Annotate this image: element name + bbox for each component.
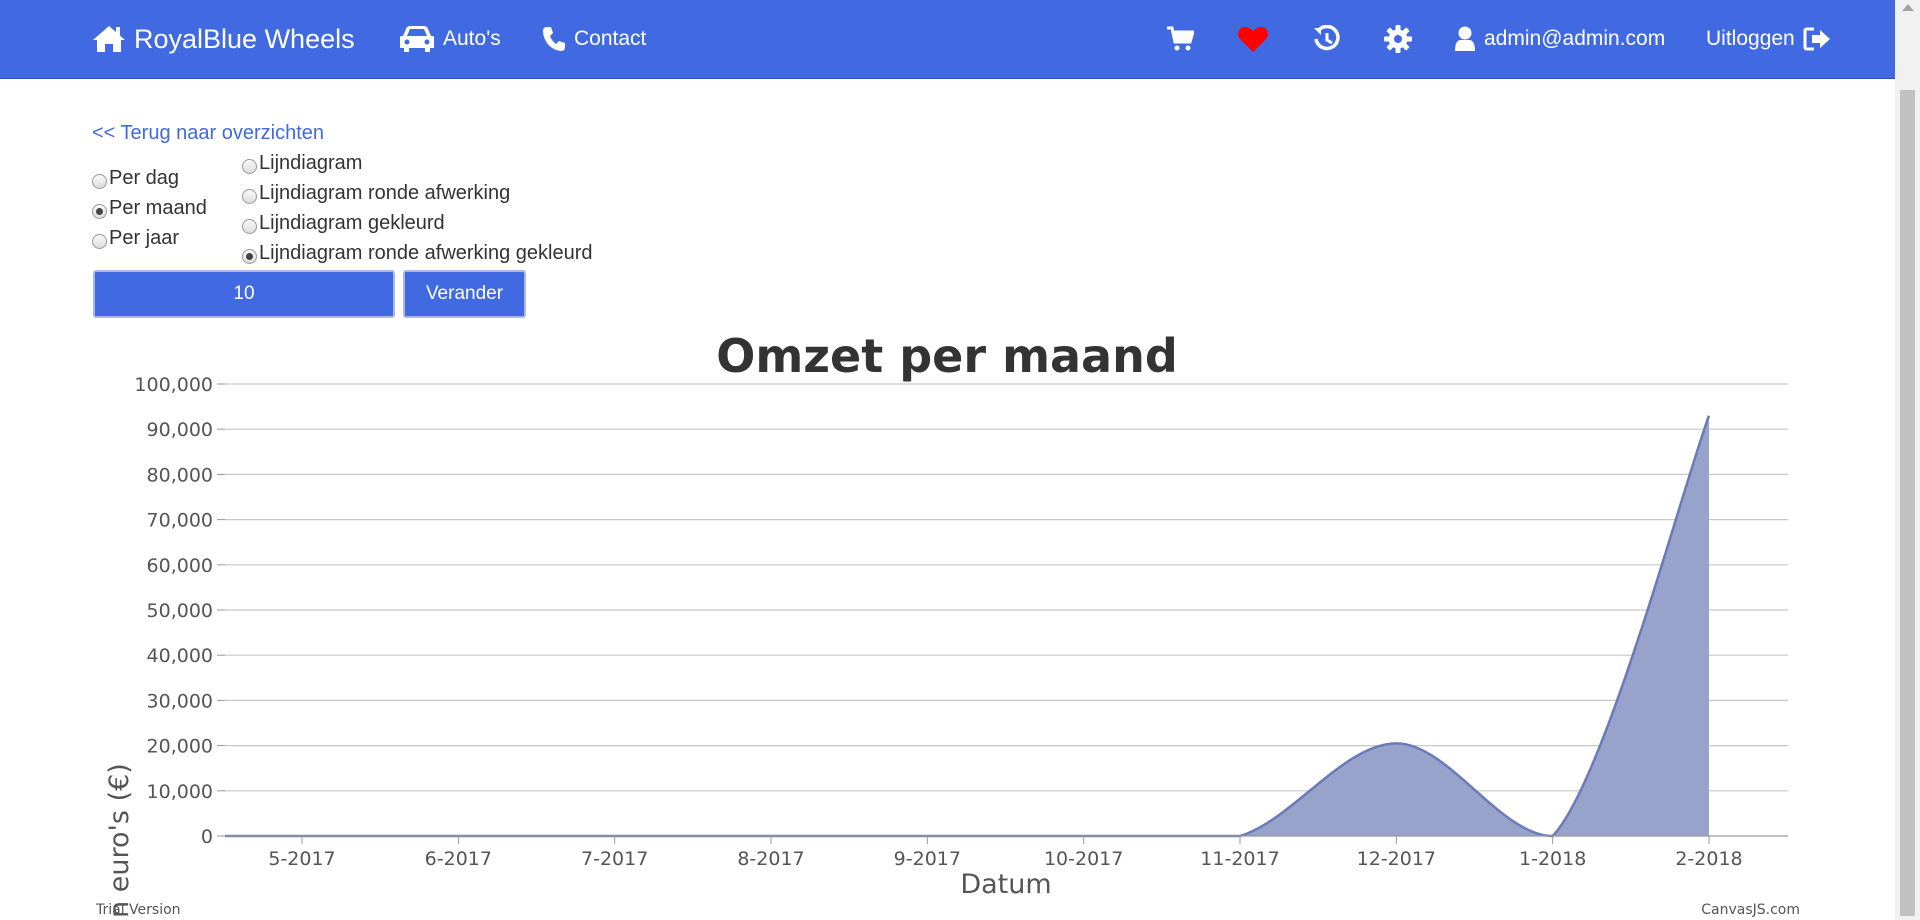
chart-series bbox=[224, 415, 1711, 838]
radio-line-chart-colored-control[interactable] bbox=[242, 219, 257, 234]
radio-per-month-label: Per maand bbox=[109, 197, 207, 219]
x-tick-label: 1-2018 bbox=[1519, 848, 1586, 870]
settings-button[interactable] bbox=[1384, 22, 1412, 56]
back-to-overviews-link[interactable]: << Terug naar overzichten bbox=[92, 122, 325, 144]
user-icon bbox=[1454, 26, 1476, 52]
change-button[interactable]: Verander bbox=[403, 270, 526, 318]
vertical-scrollbar[interactable] bbox=[1895, 0, 1920, 920]
home-icon bbox=[92, 25, 126, 53]
chart-grid bbox=[225, 383, 1788, 792]
y-tick-label: 40,000 bbox=[147, 645, 213, 667]
x-tick-label: 10-2017 bbox=[1044, 848, 1123, 870]
y-tick-label: 50,000 bbox=[147, 600, 213, 622]
x-tick-label: 9-2017 bbox=[894, 848, 961, 870]
y-tick-label: 0 bbox=[201, 826, 213, 848]
sign-out-icon bbox=[1803, 27, 1831, 51]
navbar: RoyalBlue Wheels Auto's Contact bbox=[0, 0, 1895, 79]
radio-line-chart-rounded[interactable]: Lijndiagram ronde afwerking bbox=[242, 182, 510, 205]
nav-cars-link[interactable]: Auto's bbox=[399, 22, 501, 56]
heart-shape bbox=[1238, 26, 1268, 52]
chart-title: Omzet per maand bbox=[716, 329, 1178, 383]
chart-axes: 0 10,000 20,000 30,000 40,000 50,000 60,000 70,… bbox=[134, 374, 1788, 870]
chart-ylabel: Aantal in euro's (€) bbox=[104, 763, 135, 920]
radio-per-day-label: Per dag bbox=[109, 167, 180, 189]
radio-line-chart-colored-label: Lijndiagram gekleurd bbox=[259, 212, 445, 234]
x-tick-label: 7-2017 bbox=[581, 848, 648, 870]
y-tick-label: 70,000 bbox=[147, 510, 213, 532]
radio-line-chart-rounded-colored-label: Lijndiagram ronde afwerking gekleurd bbox=[259, 242, 593, 264]
y-tick-label: 20,000 bbox=[147, 736, 213, 758]
radio-per-day[interactable]: Per dag bbox=[92, 167, 179, 190]
radio-per-month-control[interactable] bbox=[92, 204, 107, 219]
radio-per-year[interactable]: Per jaar bbox=[92, 227, 179, 250]
area-fill bbox=[225, 415, 1709, 836]
radio-line-chart-rounded-control[interactable] bbox=[242, 189, 257, 204]
y-tick-label: 80,000 bbox=[147, 464, 213, 486]
car-icon bbox=[399, 25, 435, 53]
nav-contact-link[interactable]: Contact bbox=[542, 22, 646, 56]
chart-footer-trial: Trial Version bbox=[95, 902, 181, 918]
chart-xlabel: Datum bbox=[960, 869, 1051, 900]
brand-link[interactable]: RoyalBlue Wheels bbox=[92, 22, 355, 56]
brand-label: RoyalBlue Wheels bbox=[134, 23, 355, 54]
heart-icon bbox=[1237, 25, 1269, 53]
logout-label: Uitloggen bbox=[1706, 27, 1795, 50]
scroll-thumb[interactable] bbox=[1900, 90, 1915, 916]
radio-per-month[interactable]: Per maand bbox=[92, 197, 207, 220]
radio-line-chart-colored[interactable]: Lijndiagram gekleurd bbox=[242, 212, 445, 235]
radio-per-day-control[interactable] bbox=[92, 174, 107, 189]
chart-footer-credit: CanvasJS.com bbox=[1701, 902, 1800, 918]
radio-line-chart-rounded-label: Lijndiagram ronde afwerking bbox=[259, 182, 511, 204]
user-account-link[interactable]: admin@admin.com bbox=[1454, 22, 1665, 56]
x-tick-label: 8-2017 bbox=[737, 848, 804, 870]
revenue-chart: Omzet per maand 0 10,000 20,000 30,000 40,00… bbox=[95, 329, 1800, 920]
gear-icon bbox=[1384, 25, 1412, 53]
radio-per-year-control[interactable] bbox=[92, 234, 107, 249]
y-tick-label: 100,000 bbox=[134, 374, 213, 396]
favorites-button[interactable] bbox=[1237, 22, 1269, 56]
y-tick-label: 60,000 bbox=[147, 555, 213, 577]
y-tick-label: 30,000 bbox=[147, 690, 213, 712]
x-tick-label: 11-2017 bbox=[1200, 848, 1279, 870]
history-button[interactable] bbox=[1313, 22, 1341, 56]
scroll-up-arrow-icon[interactable] bbox=[1902, 4, 1914, 11]
y-tick-label: 90,000 bbox=[147, 419, 213, 441]
nav-contact-label: Contact bbox=[574, 27, 647, 50]
radio-line-chart[interactable]: Lijndiagram bbox=[242, 152, 362, 175]
logout-link[interactable]: Uitloggen bbox=[1706, 22, 1831, 56]
cart-button[interactable] bbox=[1166, 22, 1194, 56]
amount-input[interactable] bbox=[93, 270, 395, 318]
radio-line-chart-rounded-colored[interactable]: Lijndiagram ronde afwerking gekleurd bbox=[242, 242, 593, 265]
y-tick-label: 10,000 bbox=[147, 781, 213, 803]
radio-line-chart-control[interactable] bbox=[242, 159, 257, 174]
x-tick-label: 6-2017 bbox=[425, 848, 492, 870]
phone-icon bbox=[542, 26, 566, 52]
area-line bbox=[224, 415, 1711, 838]
nav-cars-label: Auto's bbox=[443, 27, 501, 50]
radio-line-chart-rounded-colored-control[interactable] bbox=[242, 249, 257, 264]
user-email: admin@admin.com bbox=[1484, 27, 1666, 50]
x-tick-label: 5-2017 bbox=[268, 848, 335, 870]
radio-per-year-label: Per jaar bbox=[109, 227, 180, 249]
cart-icon bbox=[1166, 26, 1194, 52]
x-tick-label: 2-2018 bbox=[1675, 848, 1742, 870]
history-icon bbox=[1313, 25, 1341, 53]
radio-line-chart-label: Lijndiagram bbox=[259, 152, 363, 174]
x-tick-label: 12-2017 bbox=[1357, 848, 1436, 870]
